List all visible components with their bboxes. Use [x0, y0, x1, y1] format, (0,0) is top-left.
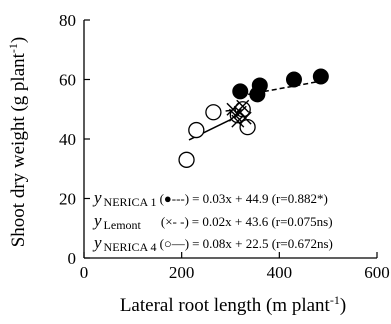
data-points — [178, 68, 329, 168]
point-nerica-4 — [178, 151, 195, 168]
x-axis-title: Lateral root length (m plant-1) — [120, 293, 346, 316]
cross-stroke — [226, 102, 240, 116]
point-nerica-1 — [251, 77, 268, 94]
equation-lemont: y Lemont (×- -) = 0.02x + 43.6 (r=0.075ns) — [92, 211, 333, 232]
y-tick-label: 60 — [59, 71, 76, 90]
x-tick-label: 600 — [364, 263, 390, 282]
y-tick-label: 80 — [59, 11, 76, 30]
point-lemont — [231, 114, 245, 128]
y-tick-label: 20 — [59, 190, 76, 209]
x-tick-label: 0 — [80, 263, 89, 282]
point-nerica-1 — [285, 71, 302, 88]
point-nerica-4 — [205, 104, 222, 121]
point-nerica-1 — [312, 68, 329, 85]
x-tick-label: 200 — [169, 263, 195, 282]
cross-stroke — [231, 114, 245, 128]
point-nerica-4 — [188, 121, 205, 139]
axes: 0 20 40 60 80 0 200 400 600 — [59, 11, 390, 282]
equation-nerica4: y NERICA 4 (○—) = 0.08x + 22.5 (r=0.672ns) — [92, 233, 333, 254]
x-tick-label: 400 — [267, 263, 293, 282]
point-lemont — [236, 99, 250, 113]
point-nerica-1 — [232, 83, 249, 100]
cross-stroke — [236, 99, 250, 113]
cross-stroke — [238, 111, 252, 125]
y-axis-title: Shoot dry weight (g plant-1) — [6, 37, 29, 248]
regression-equations: y NERICA 1 (●---) = 0.03x + 44.9 (r=0.882*)… — [92, 188, 333, 254]
point-lemont — [238, 111, 252, 125]
y-tick-label: 40 — [59, 130, 76, 149]
y-tick-label: 0 — [68, 249, 77, 268]
point-nerica-4 — [239, 118, 256, 136]
equation-nerica1: y NERICA 1 (●---) = 0.03x + 44.9 (r=0.882*) — [92, 188, 328, 209]
fit-line-nerica-1 — [240, 80, 321, 97]
